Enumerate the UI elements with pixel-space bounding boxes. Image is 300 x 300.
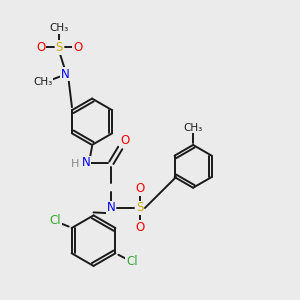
Text: N: N: [61, 68, 70, 81]
Text: S: S: [56, 41, 63, 54]
Text: O: O: [135, 182, 144, 195]
Text: CH₃: CH₃: [33, 76, 52, 87]
Text: O: O: [36, 41, 46, 54]
Text: CH₃: CH₃: [50, 23, 69, 33]
Text: O: O: [135, 221, 144, 234]
Text: Cl: Cl: [126, 255, 138, 268]
Text: N: N: [107, 202, 116, 214]
Text: CH₃: CH₃: [184, 123, 203, 133]
Text: S: S: [136, 202, 143, 214]
Text: O: O: [73, 41, 83, 54]
Text: H: H: [70, 159, 79, 169]
Text: Cl: Cl: [50, 214, 61, 227]
Text: N: N: [82, 156, 91, 169]
Text: O: O: [120, 134, 129, 147]
